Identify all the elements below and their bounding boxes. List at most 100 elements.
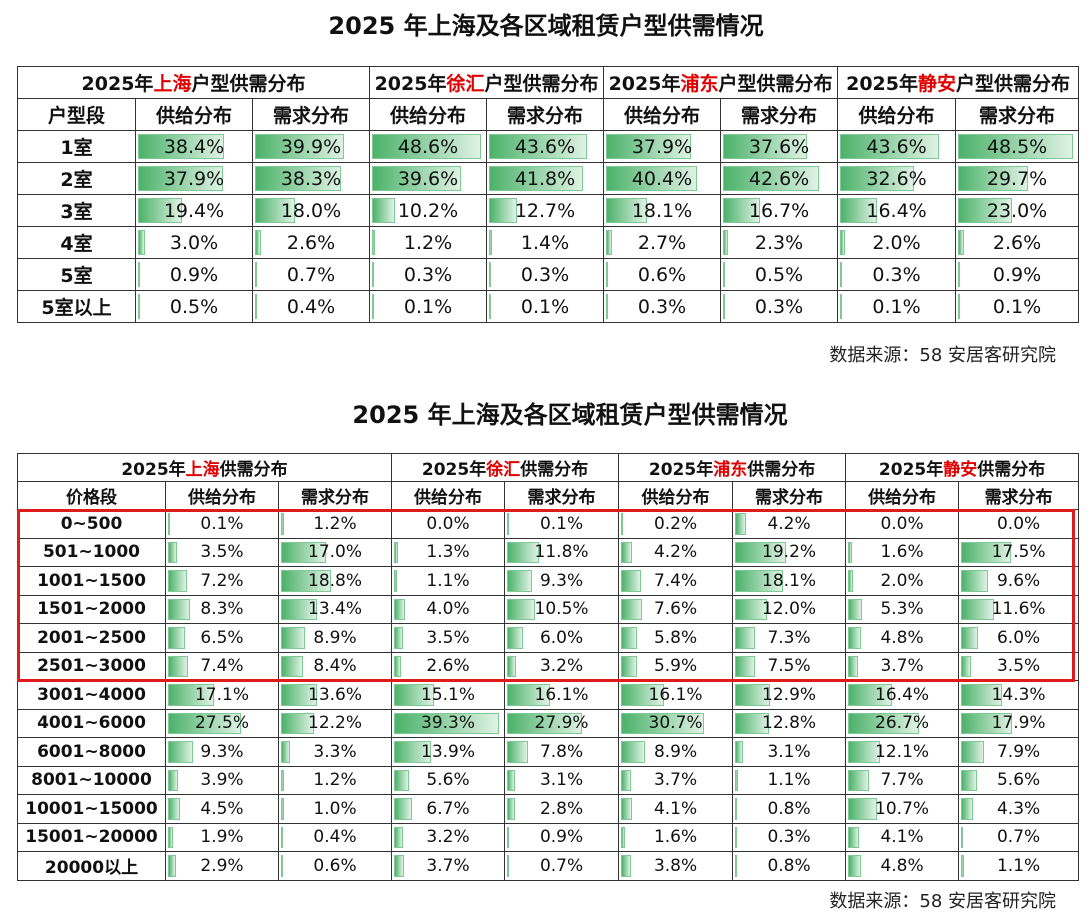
- data-row: 3001~4000 17.1% 13.6% 15.1% 16.1% 16.1% 12.9% 1…: [17, 680, 1080, 710]
- cell: 0.5%: [720, 258, 839, 291]
- cell: 38.3%: [251, 162, 371, 195]
- cell: 48.5%: [955, 130, 1080, 163]
- bar: [848, 655, 858, 677]
- value-label: 0.1%: [992, 295, 1042, 318]
- cell: 42.6%: [720, 162, 839, 195]
- row-label: 4室: [17, 226, 136, 259]
- value-label: 3.5%: [996, 656, 1041, 677]
- bar: [281, 826, 283, 848]
- cell: 1.4%: [486, 226, 605, 259]
- header-suffix: 户型供需分布: [956, 73, 1071, 95]
- cell: 9.3%: [504, 566, 620, 596]
- source: 数据来源：58 安居客研究院: [829, 345, 1056, 366]
- bar: [961, 598, 995, 620]
- bar: [606, 230, 613, 255]
- cell: 3.2%: [504, 651, 620, 681]
- cell: 0.2%: [618, 509, 734, 539]
- bar: [848, 627, 861, 649]
- cell: 0.1%: [837, 290, 957, 323]
- value-label: 9.3%: [539, 570, 584, 591]
- cell: 7.3%: [732, 623, 847, 653]
- value-label: 6.0%: [996, 627, 1041, 648]
- header-prefix: 2025年: [81, 73, 154, 95]
- data-row: 10001~15000 4.5% 1.0% 6.7% 2.8% 4.1% 0.8% 10.7%…: [17, 794, 1080, 824]
- cell: 2.3%: [720, 226, 839, 259]
- value-label: 12.0%: [762, 599, 817, 620]
- bar: [848, 798, 877, 820]
- bar: [621, 541, 633, 563]
- value-label: 7.7%: [880, 770, 924, 791]
- value-label: 0.0%: [996, 513, 1041, 534]
- cell: 13.4%: [277, 594, 393, 624]
- value-label: 1.2%: [313, 513, 357, 534]
- row-label: 6001~8000: [17, 737, 166, 767]
- value-label: 42.6%: [748, 167, 810, 190]
- bar: [394, 655, 401, 677]
- bar: [840, 166, 914, 191]
- bar: [958, 198, 1013, 223]
- row-label: 10001~15000: [17, 794, 166, 824]
- cell: 0.7%: [251, 258, 371, 291]
- value-label: 7.6%: [653, 599, 698, 620]
- value-label: 0.7%: [539, 855, 584, 876]
- value-label: 2.6%: [426, 656, 470, 677]
- row-label: 15001~20000: [17, 822, 166, 852]
- value-label: 4.1%: [880, 827, 924, 848]
- subheader: 供给分布: [369, 98, 488, 131]
- value-label: 37.9%: [163, 167, 225, 190]
- row-label: 4001~6000: [17, 708, 166, 738]
- cell: 39.3%: [391, 708, 506, 738]
- bar: [961, 570, 989, 592]
- bar: [507, 598, 536, 620]
- value-label: 3.0%: [169, 231, 219, 254]
- cell: 8.9%: [277, 623, 393, 653]
- value-label: 16.1%: [648, 684, 703, 705]
- bar: [961, 769, 978, 791]
- bar: [394, 855, 404, 877]
- header-suffix: 户型供需分布: [191, 73, 306, 95]
- cell: 1.0%: [277, 794, 393, 824]
- value-label: 8.3%: [200, 599, 244, 620]
- value-label: 1.9%: [200, 827, 244, 848]
- bar: [723, 166, 819, 191]
- region-name: 上海: [185, 460, 220, 480]
- bar: [507, 627, 524, 649]
- cell: 2.6%: [955, 226, 1080, 259]
- bar: [961, 684, 1002, 706]
- value-label: 4.8%: [880, 855, 924, 876]
- value-label: 18.8%: [308, 570, 363, 591]
- value-label: 13.9%: [421, 741, 476, 762]
- bar: [394, 598, 405, 620]
- cell: 4.8%: [845, 851, 960, 881]
- cell: 11.6%: [958, 594, 1080, 624]
- subheader: 需求分布: [251, 98, 371, 131]
- subheader: 需求分布: [277, 481, 393, 510]
- value-label: 0.1%: [539, 513, 584, 534]
- header-prefix: 2025年: [846, 73, 918, 95]
- value-label: 11.6%: [991, 599, 1046, 620]
- bar: [394, 684, 435, 706]
- cell: 3.7%: [618, 765, 734, 795]
- group-header: 2025年静安户型供需分布: [837, 66, 1080, 99]
- bar: [281, 684, 318, 706]
- cell: 4.0%: [391, 594, 506, 624]
- bar: [848, 769, 869, 791]
- value-label: 5.6%: [426, 770, 470, 791]
- cell: 9.6%: [958, 566, 1080, 596]
- value-label: 16.7%: [748, 199, 810, 222]
- cell: 38.4%: [135, 130, 253, 163]
- region-name: 静安: [943, 460, 978, 480]
- value-label: 16.1%: [534, 684, 589, 705]
- cell: 40.4%: [603, 162, 722, 195]
- bar: [621, 741, 646, 763]
- bar: [394, 570, 397, 592]
- value-label: 0.9%: [992, 263, 1042, 286]
- subheader-row: 价格段 供给分布 需求分布 供给分布 需求分布 供给分布 需求分布 供给分布 需求分布: [17, 481, 1080, 510]
- cell: 12.0%: [732, 594, 847, 624]
- subheader: 需求分布: [486, 98, 605, 131]
- value-label: 16.4%: [866, 199, 927, 222]
- cell: 48.6%: [369, 130, 488, 163]
- value-label: 0.5%: [169, 295, 219, 318]
- cell: 8.4%: [277, 651, 393, 681]
- bar: [168, 570, 188, 592]
